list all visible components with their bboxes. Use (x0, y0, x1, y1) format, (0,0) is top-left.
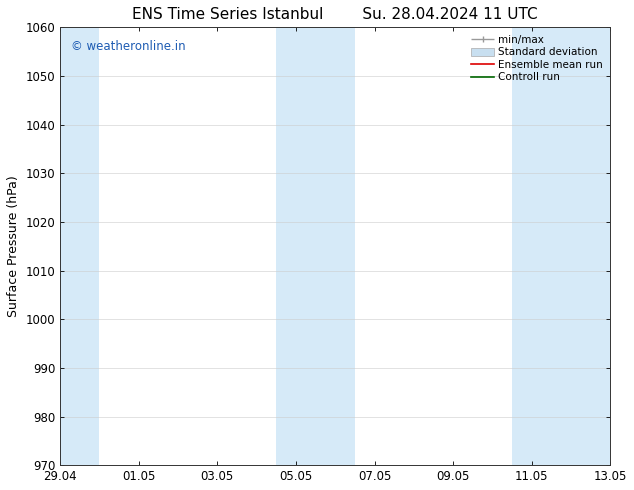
Bar (60, 27, 100, 465)
Y-axis label: Surface Pressure (hPa): Surface Pressure (hPa) (7, 175, 20, 317)
Text: © weatheronline.in: © weatheronline.in (71, 40, 186, 53)
Bar (276, 27, 355, 465)
Title: ENS Time Series Istanbul        Su. 28.04.2024 11 UTC: ENS Time Series Istanbul Su. 28.04.2024 … (133, 7, 538, 22)
Bar (552, 27, 611, 465)
Legend: min/max, Standard deviation, Ensemble mean run, Controll run: min/max, Standard deviation, Ensemble me… (469, 32, 605, 84)
Bar (512, 27, 552, 465)
